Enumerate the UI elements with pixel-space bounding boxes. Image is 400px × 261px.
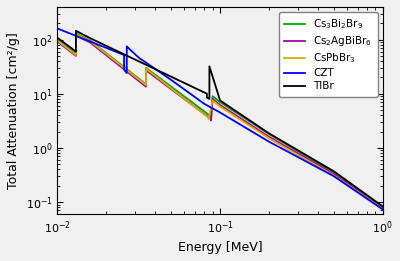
CZT (169, 78, 174, 81)
CsPbBr$_3$ (74, 33, 78, 36)
CZT (128, 48, 132, 51)
CZT (202, 102, 207, 105)
Cs$_3$Bi$_2$Br$_9$ (380, 206, 385, 209)
CsPbBr$_3$ (55, 39, 60, 42)
TlBr (267, 132, 272, 135)
CZT (122, 68, 126, 71)
TlBr (207, 97, 212, 100)
CZT (137, 57, 142, 60)
Legend: Cs$_3$Bi$_2$Br$_9$, Cs$_2$AgBiBr$_6$, CsPbBr$_3$, CZT, TlBr: Cs$_3$Bi$_2$Br$_9$, Cs$_2$AgBiBr$_6$, Cs… (279, 12, 378, 97)
TlBr (204, 92, 209, 95)
TlBr (74, 50, 78, 53)
CsPbBr$_3$ (144, 67, 148, 70)
CsPbBr$_3$ (267, 137, 272, 140)
CsPbBr$_3$ (206, 116, 211, 119)
Line: Cs$_3$Bi$_2$Br$_9$: Cs$_3$Bi$_2$Br$_9$ (57, 33, 383, 207)
CsPbBr$_3$ (206, 117, 211, 121)
CZT (124, 45, 129, 48)
Cs$_2$AgBiBr$_6$ (331, 172, 336, 175)
TlBr (380, 205, 385, 208)
TlBr (331, 170, 336, 173)
Cs$_3$Bi$_2$Br$_9$ (88, 39, 93, 42)
CsPbBr$_3$ (218, 105, 222, 108)
Cs$_2$AgBiBr$_6$ (55, 40, 60, 43)
Cs$_3$Bi$_2$Br$_9$ (218, 100, 222, 104)
Cs$_2$AgBiBr$_6$ (209, 119, 214, 122)
CsPbBr$_3$ (144, 84, 148, 87)
Cs$_3$Bi$_2$Br$_9$ (74, 32, 78, 35)
CZT (55, 27, 60, 30)
Cs$_2$AgBiBr$_6$ (144, 69, 148, 72)
TlBr (88, 37, 93, 40)
Line: CsPbBr$_3$: CsPbBr$_3$ (57, 34, 383, 209)
TlBr (204, 96, 209, 99)
CZT (218, 111, 222, 114)
Cs$_3$Bi$_2$Br$_9$ (144, 82, 148, 86)
Cs$_3$Bi$_2$Br$_9$ (267, 133, 272, 136)
Cs$_3$Bi$_2$Br$_9$ (331, 171, 336, 174)
CZT (142, 60, 146, 63)
Cs$_2$AgBiBr$_6$ (74, 34, 78, 37)
CZT (122, 53, 126, 56)
CZT (267, 140, 272, 143)
Cs$_2$AgBiBr$_6$ (210, 97, 215, 100)
Cs$_2$AgBiBr$_6$ (144, 85, 148, 88)
Cs$_3$Bi$_2$Br$_9$ (55, 38, 60, 41)
TlBr (74, 29, 78, 32)
Cs$_2$AgBiBr$_6$ (380, 207, 385, 210)
CsPbBr$_3$ (331, 174, 336, 177)
Cs$_2$AgBiBr$_6$ (218, 103, 222, 106)
Cs$_3$Bi$_2$Br$_9$ (144, 66, 148, 69)
TlBr (55, 36, 60, 39)
CZT (380, 208, 385, 211)
CsPbBr$_3$ (210, 99, 215, 102)
Line: Cs$_2$AgBiBr$_6$: Cs$_2$AgBiBr$_6$ (57, 36, 383, 208)
Cs$_3$Bi$_2$Br$_9$ (209, 117, 214, 120)
Line: CZT: CZT (57, 28, 383, 209)
CZT (124, 72, 129, 75)
TlBr (207, 65, 212, 68)
CsPbBr$_3$ (74, 53, 78, 56)
CsPbBr$_3$ (88, 40, 93, 43)
Cs$_3$Bi$_2$Br$_9$ (210, 95, 215, 98)
CsPbBr$_3$ (380, 207, 385, 210)
TlBr (218, 99, 222, 102)
Y-axis label: Total Attenuation [cm²/g]: Total Attenuation [cm²/g] (7, 32, 20, 189)
Cs$_3$Bi$_2$Br$_9$ (209, 115, 214, 118)
Line: TlBr: TlBr (57, 31, 383, 206)
Cs$_3$Bi$_2$Br$_9$ (74, 52, 78, 55)
X-axis label: Energy [MeV]: Energy [MeV] (178, 241, 262, 254)
Cs$_2$AgBiBr$_6$ (88, 41, 93, 44)
Cs$_2$AgBiBr$_6$ (74, 54, 78, 57)
Cs$_2$AgBiBr$_6$ (209, 117, 214, 121)
CZT (331, 175, 336, 178)
Cs$_2$AgBiBr$_6$ (267, 135, 272, 138)
